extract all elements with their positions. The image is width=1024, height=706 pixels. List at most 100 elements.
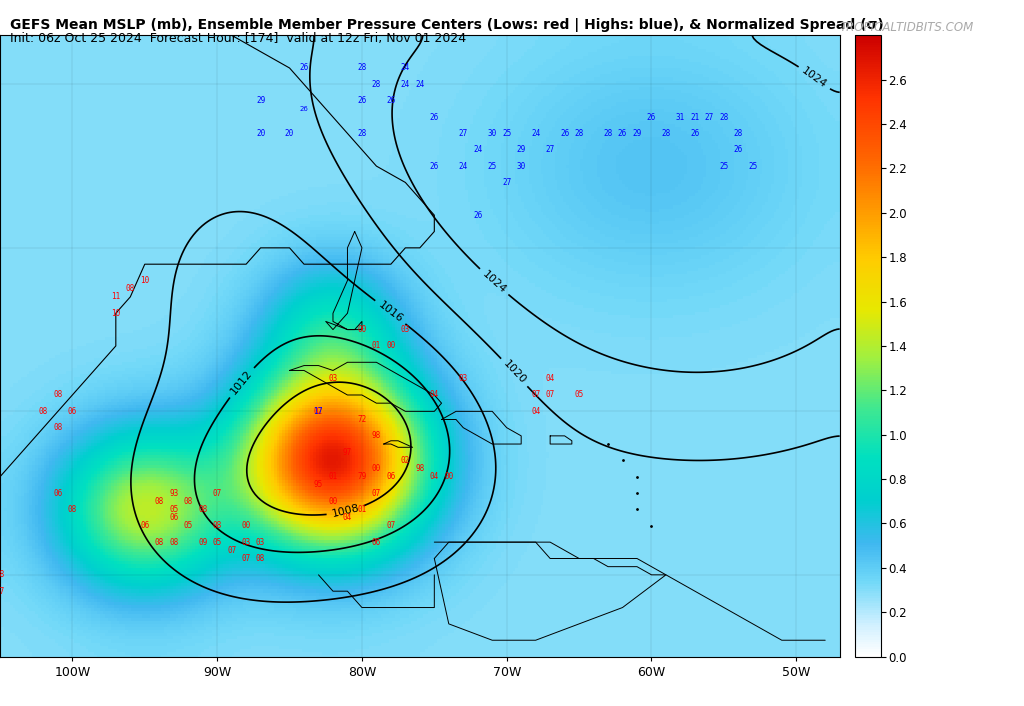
Text: 93: 93 <box>169 489 178 498</box>
Text: 25: 25 <box>502 129 511 138</box>
Text: 26: 26 <box>386 96 395 105</box>
Text: 27: 27 <box>459 129 468 138</box>
Text: 08: 08 <box>53 423 62 432</box>
Text: 04: 04 <box>430 472 439 481</box>
Text: 08: 08 <box>155 538 164 546</box>
Text: 03: 03 <box>400 325 410 334</box>
Text: 1012: 1012 <box>228 369 254 397</box>
Text: 27: 27 <box>502 178 511 187</box>
Text: 28: 28 <box>357 129 367 138</box>
Text: 24: 24 <box>415 80 425 89</box>
Text: 07: 07 <box>0 587 5 596</box>
Text: 21: 21 <box>690 112 699 121</box>
Text: 03: 03 <box>459 374 468 383</box>
Text: 27: 27 <box>546 145 555 154</box>
Text: 07: 07 <box>372 489 381 498</box>
Text: 97: 97 <box>343 448 352 457</box>
Text: 02: 02 <box>314 407 324 416</box>
Text: 00: 00 <box>357 325 367 334</box>
Text: 24: 24 <box>459 162 468 171</box>
Text: 98: 98 <box>372 431 381 441</box>
Text: 24: 24 <box>400 64 410 73</box>
Text: 25: 25 <box>749 162 758 171</box>
Text: 08: 08 <box>68 505 77 514</box>
Text: 72: 72 <box>357 415 367 424</box>
Text: 29: 29 <box>256 96 265 105</box>
Text: 08: 08 <box>169 538 178 546</box>
Text: 07: 07 <box>242 554 251 563</box>
Text: 26: 26 <box>690 129 699 138</box>
Text: 08: 08 <box>198 505 207 514</box>
Text: 26: 26 <box>299 64 308 73</box>
Text: 08: 08 <box>126 285 135 293</box>
Text: 26: 26 <box>300 106 308 112</box>
Text: 07: 07 <box>531 390 541 400</box>
Text: 08: 08 <box>256 554 265 563</box>
Text: 31: 31 <box>676 112 685 121</box>
Text: 29: 29 <box>516 145 525 154</box>
Text: 05: 05 <box>213 538 222 546</box>
Text: 27: 27 <box>705 112 714 121</box>
Text: 03: 03 <box>329 374 338 383</box>
Text: 28: 28 <box>734 129 743 138</box>
Text: 24: 24 <box>400 80 410 89</box>
Text: 08: 08 <box>213 521 222 530</box>
Text: 04: 04 <box>546 374 555 383</box>
Text: 79: 79 <box>357 472 367 481</box>
Text: 01: 01 <box>329 472 338 481</box>
Text: 24: 24 <box>473 145 482 154</box>
Text: 25: 25 <box>719 162 728 171</box>
Text: 04: 04 <box>531 407 541 416</box>
Text: 08: 08 <box>53 390 62 400</box>
Text: 08: 08 <box>155 497 164 505</box>
Text: 01: 01 <box>372 342 381 350</box>
Text: 01: 01 <box>357 505 367 514</box>
Text: 28: 28 <box>603 129 612 138</box>
Text: 06: 06 <box>53 489 62 498</box>
Text: 30: 30 <box>516 162 525 171</box>
Text: 10: 10 <box>140 276 150 285</box>
Text: 08: 08 <box>183 497 193 505</box>
Text: 98: 98 <box>415 464 425 473</box>
Text: 26: 26 <box>357 96 367 105</box>
Text: 06: 06 <box>68 407 77 416</box>
Text: 28: 28 <box>574 129 584 138</box>
Text: 28: 28 <box>357 64 367 73</box>
Text: 26: 26 <box>430 112 439 121</box>
Text: 28: 28 <box>372 80 381 89</box>
Text: 20: 20 <box>285 129 294 138</box>
Text: 95: 95 <box>314 480 324 489</box>
Text: 00: 00 <box>386 342 395 350</box>
Text: 00: 00 <box>329 497 338 505</box>
Text: 07: 07 <box>213 489 222 498</box>
Text: 24: 24 <box>531 129 541 138</box>
Text: 20: 20 <box>256 129 265 138</box>
Text: 1020: 1020 <box>501 359 527 386</box>
Text: 00: 00 <box>444 472 454 481</box>
Text: 05: 05 <box>169 505 178 514</box>
Text: 28: 28 <box>662 129 671 138</box>
Text: 28: 28 <box>719 112 728 121</box>
Text: 06: 06 <box>140 521 150 530</box>
Text: 06: 06 <box>386 472 395 481</box>
Text: 26: 26 <box>473 210 482 220</box>
Text: 00: 00 <box>242 521 251 530</box>
Text: 1024: 1024 <box>480 269 508 295</box>
Text: Init: 06z Oct 25 2024  Forecast Hour: [174]  valid at 12z Fri, Nov 01 2024: Init: 06z Oct 25 2024 Forecast Hour: [17… <box>10 32 466 44</box>
Text: 07: 07 <box>227 546 237 555</box>
Text: 00: 00 <box>372 464 381 473</box>
Text: 17: 17 <box>313 407 324 416</box>
Text: 03: 03 <box>242 538 251 546</box>
Text: 29: 29 <box>633 129 642 138</box>
Text: 1008: 1008 <box>331 503 360 520</box>
Text: 03: 03 <box>256 538 265 546</box>
Text: 26: 26 <box>560 129 569 138</box>
Text: 06: 06 <box>169 513 178 522</box>
Text: 07: 07 <box>546 390 555 400</box>
Text: 09: 09 <box>198 538 207 546</box>
Text: 04: 04 <box>430 390 439 400</box>
Text: 26: 26 <box>617 129 627 138</box>
Text: 05: 05 <box>574 390 584 400</box>
Text: 25: 25 <box>487 162 497 171</box>
Text: GEFS Mean MSLP (mb), Ensemble Member Pressure Centers (Lows: red | Highs: blue),: GEFS Mean MSLP (mb), Ensemble Member Pre… <box>10 18 884 32</box>
